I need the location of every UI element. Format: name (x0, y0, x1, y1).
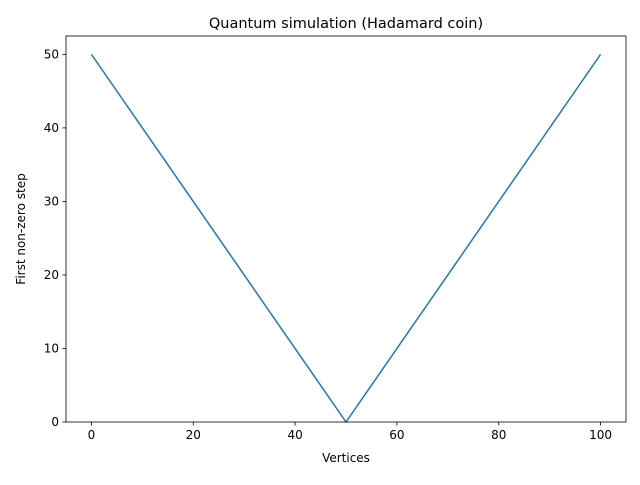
x-tick-label: 80 (491, 428, 506, 442)
y-axis-label: First non-zero step (14, 173, 28, 284)
y-tick-label: 0 (51, 415, 59, 429)
x-axis-label: Vertices (322, 451, 370, 465)
y-axis-ticks: 0 10 20 30 40 50 (44, 48, 66, 429)
series-line-0 (90, 53, 602, 423)
y-tick-label: 30 (44, 195, 59, 209)
x-tick-label: 20 (186, 428, 201, 442)
y-tick-label: 20 (44, 268, 59, 282)
axes-frame (65, 35, 627, 423)
x-tick-label: 0 (88, 428, 96, 442)
y-tick-label: 10 (44, 342, 59, 356)
x-tick-label: 100 (589, 428, 612, 442)
plot-area (65, 35, 627, 423)
x-tick-label: 40 (287, 428, 302, 442)
chart-title: Quantum simulation (Hadamard coin) (209, 16, 483, 32)
x-axis-ticks: 0 20 40 60 80 100 (88, 422, 612, 442)
y-tick-label: 40 (44, 121, 59, 135)
x-tick-label: 60 (389, 428, 404, 442)
y-tick-label: 50 (44, 48, 59, 62)
